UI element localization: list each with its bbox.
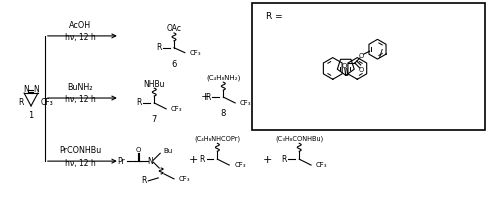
- Text: R: R: [205, 93, 211, 101]
- Text: CF₃: CF₃: [234, 162, 245, 168]
- Text: CF₃: CF₃: [179, 176, 191, 182]
- Text: R: R: [136, 99, 142, 107]
- Text: CF₃: CF₃: [41, 99, 53, 107]
- Text: hν, 12 h: hν, 12 h: [65, 33, 96, 42]
- Text: +: +: [263, 155, 272, 165]
- Text: BuNH₂: BuNH₂: [68, 83, 93, 92]
- Text: +: +: [201, 92, 210, 102]
- Text: O: O: [359, 53, 365, 59]
- Text: N: N: [23, 85, 29, 94]
- Text: Bu: Bu: [163, 148, 172, 154]
- Text: O: O: [136, 147, 141, 153]
- Text: Pr: Pr: [117, 157, 124, 166]
- Text: /: /: [379, 49, 383, 59]
- Text: 6: 6: [172, 60, 177, 69]
- Bar: [252, 3, 485, 130]
- Text: 7: 7: [151, 115, 157, 124]
- Text: 8: 8: [220, 109, 226, 118]
- Text: N: N: [147, 157, 153, 166]
- Text: CF₃: CF₃: [190, 50, 201, 56]
- Text: (C₄H₈NHCOPr): (C₄H₈NHCOPr): [195, 135, 241, 142]
- Text: N: N: [33, 85, 39, 94]
- Text: 1: 1: [28, 111, 34, 120]
- Text: R: R: [156, 43, 161, 52]
- Text: CF₃: CF₃: [240, 100, 251, 106]
- Text: hν, 12 h: hν, 12 h: [65, 159, 96, 168]
- Text: hν, 12 h: hν, 12 h: [65, 96, 96, 104]
- Text: (C₄H₈NH₂): (C₄H₈NH₂): [206, 74, 241, 81]
- Text: CF₃: CF₃: [171, 106, 183, 112]
- Text: R: R: [141, 176, 147, 185]
- Text: R =: R =: [266, 12, 282, 21]
- Text: NHBu: NHBu: [144, 80, 165, 89]
- Text: R: R: [199, 155, 204, 164]
- Text: (C₃H₈CONHBu): (C₃H₈CONHBu): [275, 135, 323, 142]
- Text: O: O: [342, 63, 347, 69]
- Text: PrCONHBu: PrCONHBu: [59, 146, 101, 155]
- Text: O: O: [359, 67, 365, 73]
- Text: OAc: OAc: [167, 23, 181, 32]
- Text: AcOH: AcOH: [69, 20, 92, 30]
- Text: CF₃: CF₃: [316, 162, 327, 168]
- Text: R: R: [281, 155, 287, 164]
- Text: +: +: [189, 155, 198, 165]
- Text: R: R: [18, 99, 23, 107]
